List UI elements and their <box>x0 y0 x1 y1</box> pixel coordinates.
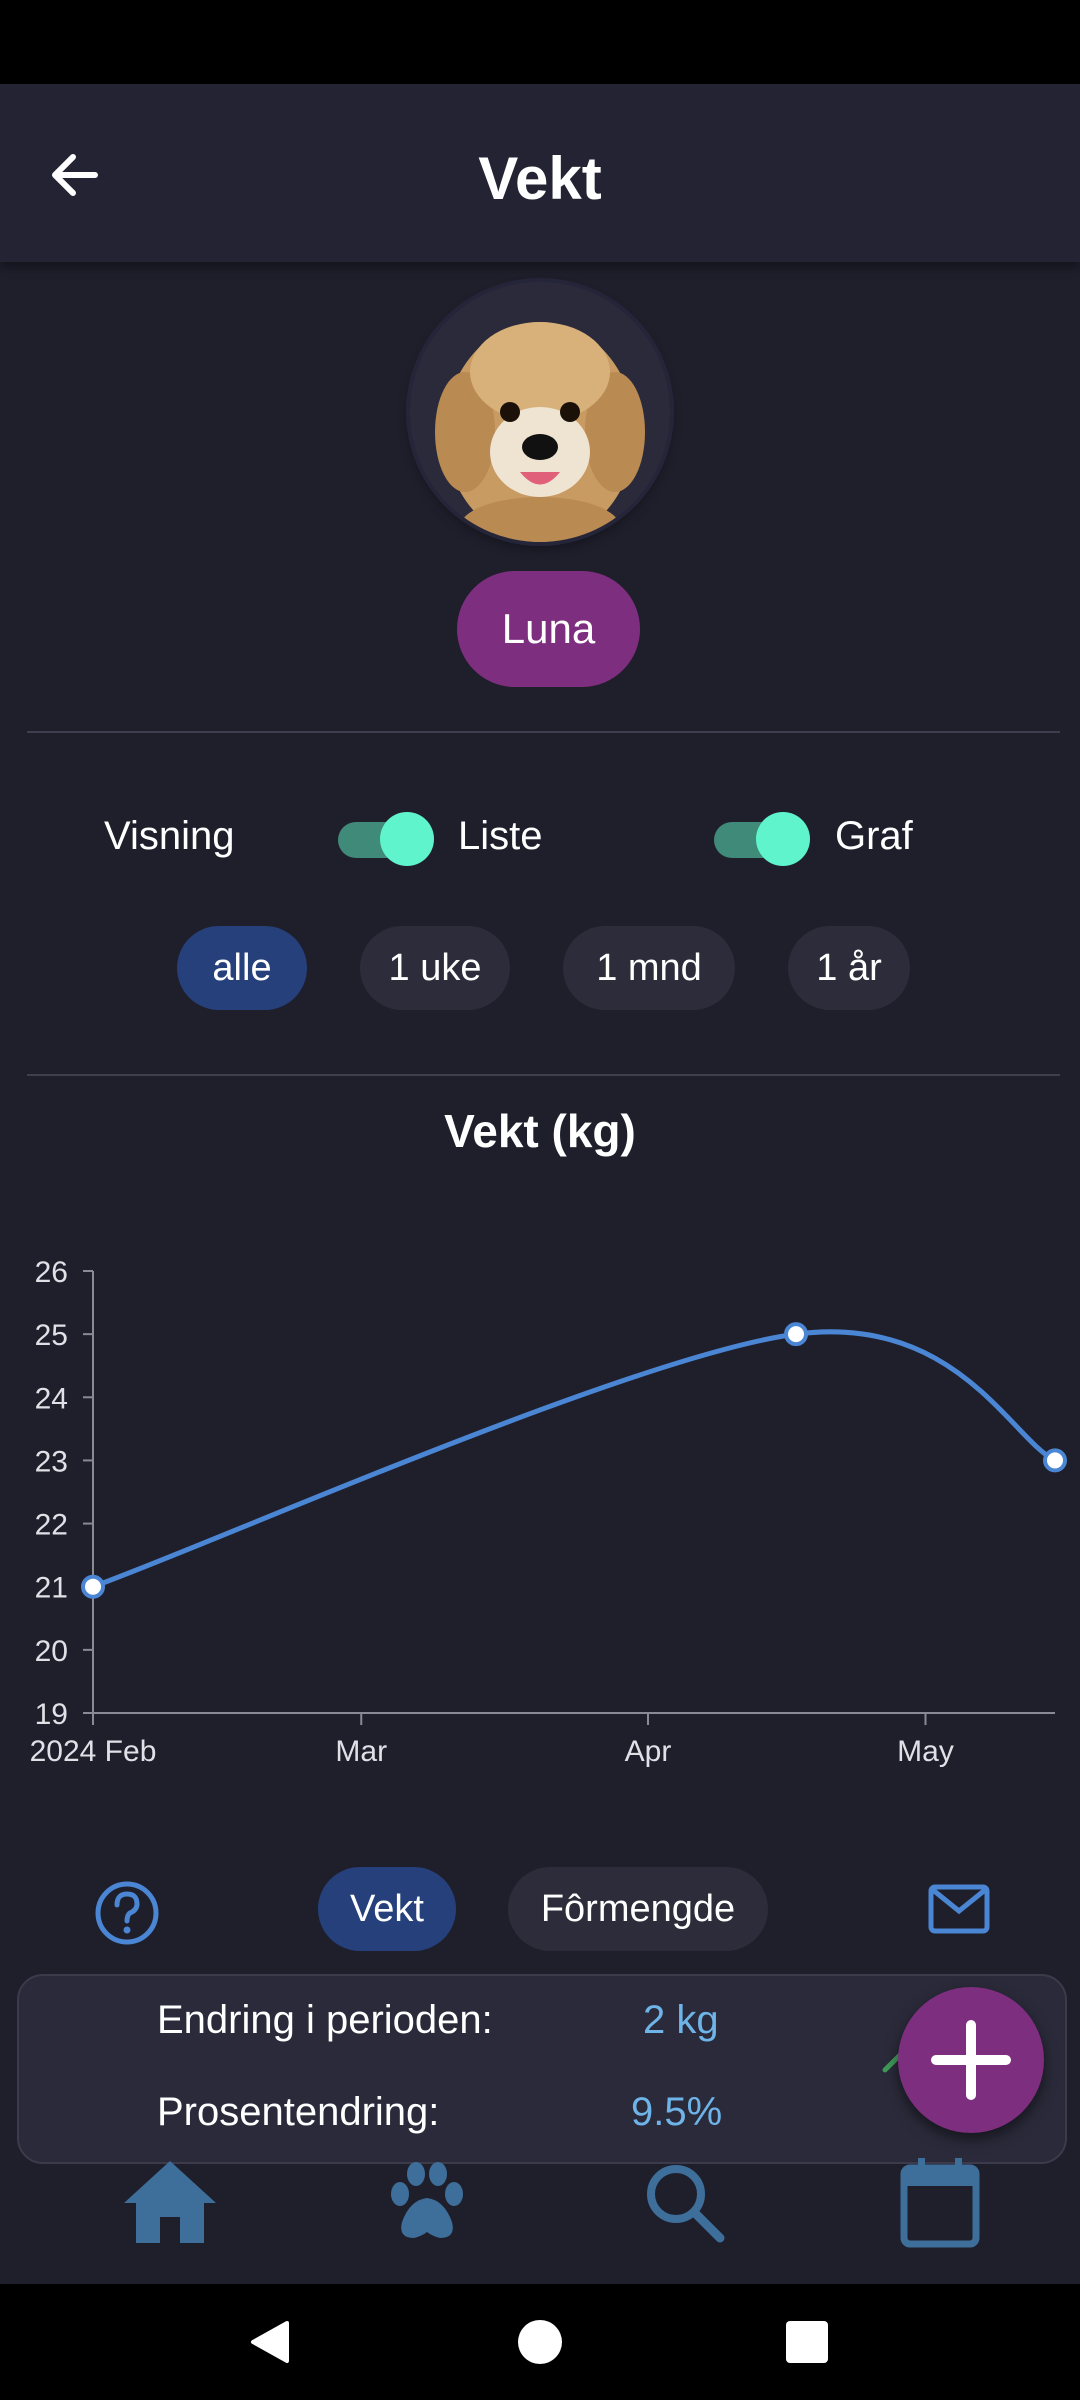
system-recents-button[interactable] <box>757 2284 857 2400</box>
pet-name-chip[interactable]: Luna <box>457 571 640 687</box>
period-summary-card: Endring i perioden: 2 kg Prosentendring:… <box>17 1974 1067 2164</box>
dog-avatar-image <box>410 282 670 542</box>
list-toggle-label: Liste <box>458 814 543 858</box>
divider-middle <box>27 1074 1060 1076</box>
chart-title: Vekt (kg) <box>444 1105 636 1157</box>
data-point <box>81 1574 105 1599</box>
calendar-icon <box>900 2158 980 2248</box>
search-icon <box>647 2165 725 2243</box>
top-app-bar: Vekt <box>0 84 1080 262</box>
nav-home[interactable] <box>100 2120 240 2284</box>
help-button[interactable] <box>94 1880 160 1946</box>
x-tick-label: May <box>897 1735 954 1768</box>
graph-toggle-switch[interactable] <box>714 812 810 868</box>
tab-weight[interactable]: Vekt <box>318 1867 456 1951</box>
help-circle-icon <box>95 1881 159 1945</box>
filter-chip-all[interactable]: alle <box>177 926 307 1010</box>
home-icon <box>124 2161 216 2243</box>
tab-feed-amount[interactable]: Fôrmengde <box>508 1867 768 1951</box>
y-tick-label: 21 <box>35 1572 68 1605</box>
divider-top <box>27 731 1060 733</box>
list-toggle-switch[interactable] <box>338 812 434 868</box>
percent-change-value: 9.5% <box>631 2090 723 2134</box>
x-tick-label: Apr <box>625 1735 672 1768</box>
add-entry-button[interactable] <box>898 1987 1044 2133</box>
system-home-button[interactable] <box>490 2284 590 2400</box>
nav-pets[interactable] <box>357 2120 497 2284</box>
page-title: Vekt <box>478 145 602 212</box>
graph-toggle-label: Graf <box>835 814 913 858</box>
view-label: Visning <box>104 814 235 858</box>
change-label: Endring i perioden: <box>157 1998 493 2042</box>
y-tick-label: 24 <box>35 1382 68 1415</box>
mail-button[interactable] <box>928 1884 990 1934</box>
weight-line-series <box>92 1329 1057 1590</box>
y-tick-label: 22 <box>35 1509 68 1542</box>
bottom-navigation <box>0 2120 1080 2284</box>
arrow-left-icon <box>52 154 98 196</box>
triangle-back-icon <box>251 2321 289 2363</box>
system-back-button[interactable] <box>220 2284 320 2400</box>
circle-home-icon <box>518 2320 562 2364</box>
x-tick-label: Mar <box>335 1735 387 1768</box>
percent-change-label: Prosentendring: <box>157 2090 440 2134</box>
nav-calendar[interactable] <box>870 2120 1010 2284</box>
system-navigation-bar <box>0 2284 1080 2400</box>
pet-name: Luna <box>501 605 596 652</box>
back-button[interactable] <box>40 140 110 210</box>
nav-search[interactable] <box>614 2120 754 2284</box>
filter-chip-1-week[interactable]: 1 uke <box>360 926 510 1010</box>
filter-chip-1-year[interactable]: 1 år <box>788 926 910 1010</box>
y-tick-label: 19 <box>35 1698 68 1731</box>
change-value: 2 kg <box>643 1998 719 2042</box>
pet-avatar[interactable] <box>410 282 670 542</box>
mail-icon <box>928 1884 990 1934</box>
app-screen: Vekt Luna Visning Liste Graf all <box>0 84 1080 2284</box>
y-tick-label: 20 <box>35 1635 68 1668</box>
data-point <box>1043 1448 1067 1473</box>
data-point <box>784 1322 808 1347</box>
x-tick-label: 2024 Feb <box>30 1735 157 1768</box>
square-recents-icon <box>786 2321 828 2363</box>
filter-chip-1-month[interactable]: 1 mnd <box>563 926 735 1010</box>
weight-chart: 19 20 21 22 23 24 25 26 2024 Feb Mar Apr May <box>30 1256 1067 1768</box>
view-toggle-row: Visning Liste Graf <box>0 790 1080 890</box>
y-tick-label: 25 <box>35 1319 68 1352</box>
y-tick-label: 23 <box>35 1445 68 1478</box>
status-bar <box>0 0 1080 84</box>
y-tick-label: 26 <box>35 1256 68 1289</box>
plus-icon <box>931 2020 1011 2100</box>
paw-icon <box>391 2162 463 2238</box>
